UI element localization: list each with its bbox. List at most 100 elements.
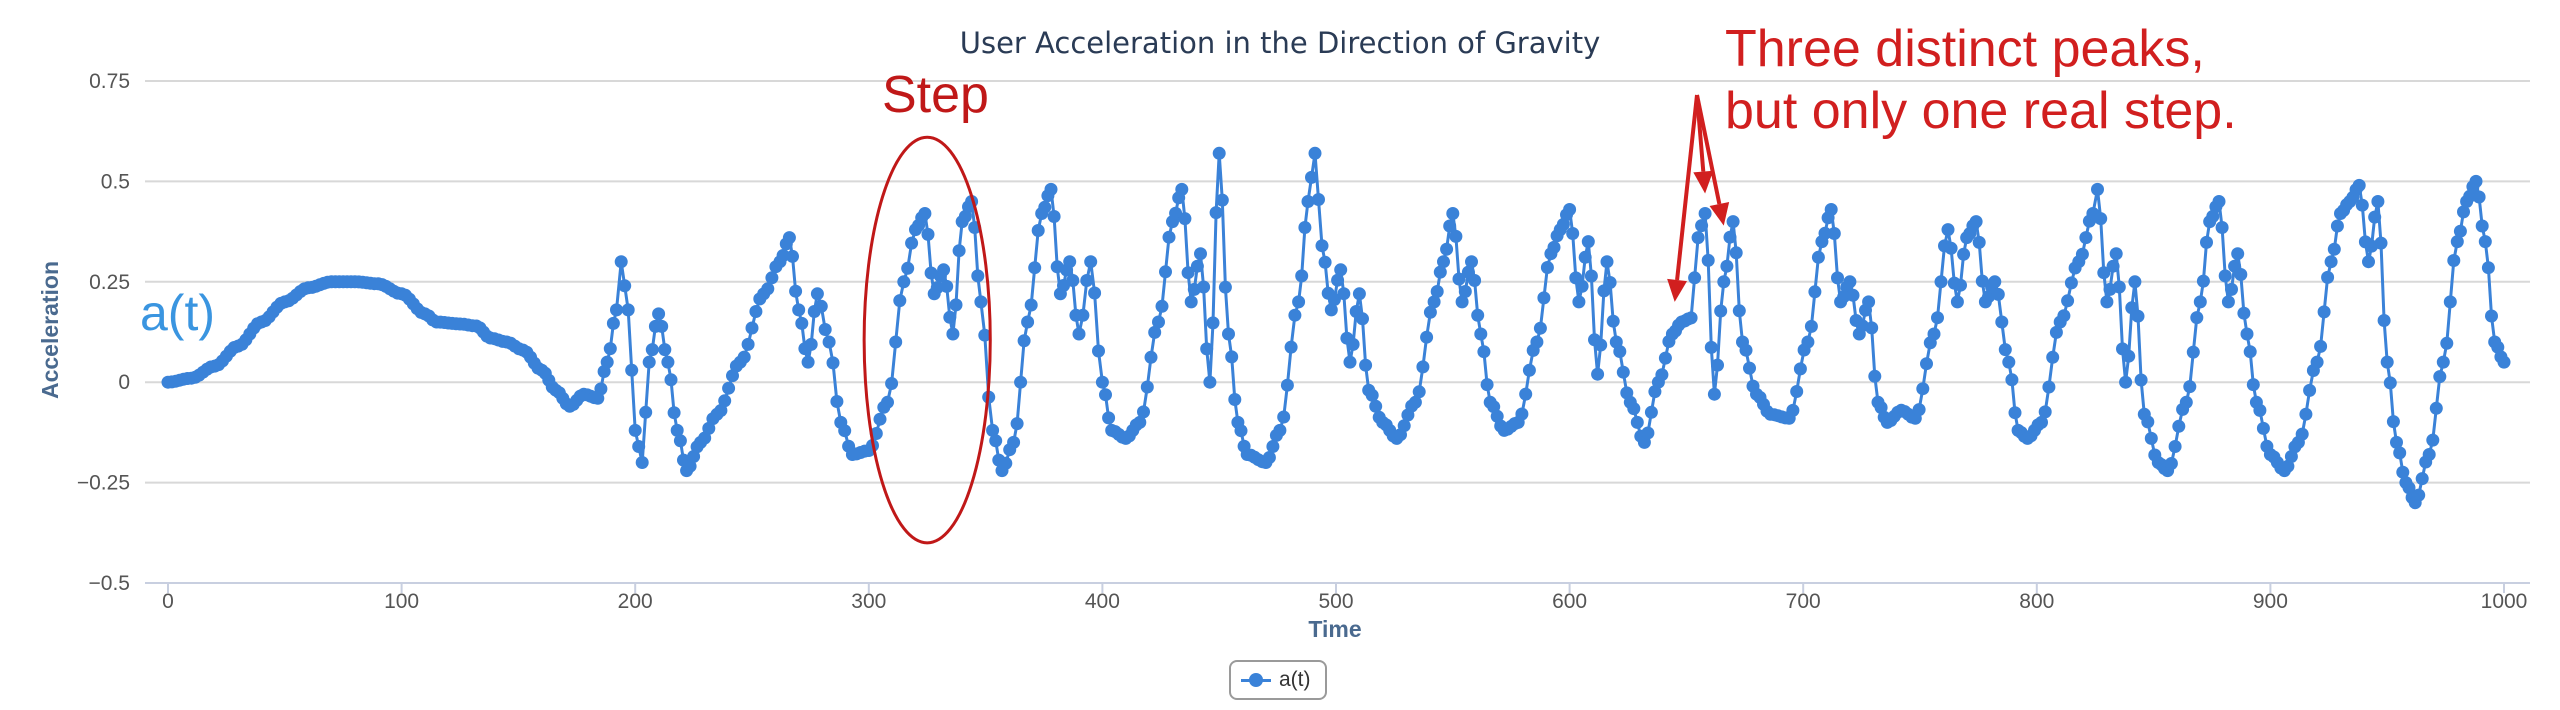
data-point [1266, 440, 1280, 453]
data-point [1397, 419, 1411, 433]
data-point [1416, 360, 1430, 374]
data-point [1162, 230, 1176, 244]
data-point [2046, 350, 2060, 364]
data-point [893, 294, 907, 308]
data-point [952, 244, 966, 258]
data-point [1547, 240, 1561, 254]
legend-symbol [1241, 672, 1271, 687]
data-point [792, 303, 806, 317]
data-point [2141, 415, 2155, 429]
data-point [2317, 305, 2331, 319]
data-point [1927, 327, 1941, 341]
data-point [2412, 488, 2426, 502]
data-point [2352, 178, 2366, 192]
data-point [2481, 261, 2495, 275]
data-point [1076, 308, 1090, 322]
y-tick-label: 0 [118, 371, 130, 394]
data-point [1408, 395, 1422, 409]
data-point [1714, 304, 1728, 318]
data-point [2368, 210, 2382, 224]
data-point [818, 323, 832, 336]
data-point [2386, 415, 2400, 429]
data-point [1732, 304, 1746, 318]
data-point [1218, 280, 1232, 294]
x-tick-label: 300 [851, 590, 886, 613]
data-point [1865, 321, 1879, 335]
data-point [2396, 465, 2410, 479]
data-point [1537, 291, 1551, 305]
data-point [2091, 182, 2104, 196]
data-point [2186, 345, 2200, 359]
x-tick-label: 200 [618, 590, 653, 613]
data-point [1038, 200, 1052, 214]
data-point [2168, 440, 2182, 453]
data-point [2100, 295, 2114, 309]
data-point [2426, 433, 2440, 447]
data-point [1698, 207, 1712, 220]
data-point [1197, 280, 1211, 294]
data-point [822, 335, 836, 349]
data-point [918, 207, 932, 220]
data-point [1720, 259, 1734, 273]
data-point [1793, 362, 1807, 376]
legend[interactable]: a(t) [1229, 660, 1327, 700]
data-point [786, 249, 799, 263]
data-point [2094, 212, 2108, 226]
peak-arrows [1667, 94, 1730, 302]
data-point [594, 382, 608, 396]
data-point [1315, 239, 1329, 253]
data-point [2377, 314, 2391, 327]
data-point [1427, 295, 1441, 309]
data-point [1471, 308, 1485, 322]
data-point [603, 342, 617, 356]
peak-arrow-head [1693, 170, 1714, 194]
data-point [1007, 435, 1021, 449]
data-point [1203, 375, 1217, 389]
data-point [1831, 271, 1844, 285]
data-point [830, 395, 844, 408]
data-point [1284, 340, 1298, 354]
data-point [776, 249, 790, 262]
data-point [2196, 274, 2210, 288]
data-point [1790, 385, 1804, 398]
data-point [1808, 285, 1822, 299]
data-point [804, 337, 818, 351]
data-point [632, 440, 646, 453]
data-point [2005, 373, 2019, 387]
data-point [2393, 446, 2407, 460]
data-point [2390, 435, 2403, 449]
data-point [1827, 227, 1841, 240]
peak-arrow-head [1667, 278, 1688, 302]
data-point [1088, 286, 1102, 300]
data-point [614, 255, 628, 269]
peak-arrow-line [1675, 94, 1699, 281]
data-point [1301, 195, 1315, 208]
data-point [999, 456, 1013, 470]
data-point [2064, 276, 2078, 290]
data-point [2355, 198, 2369, 212]
data-point [782, 231, 796, 245]
data-point [1934, 275, 1948, 289]
data-point [628, 423, 642, 437]
legend-label: a(t) [1279, 668, 1311, 691]
data-point [2061, 294, 2075, 308]
data-point [1717, 275, 1731, 289]
data-point [1066, 274, 1080, 287]
data-point [873, 412, 887, 426]
data-point [2190, 311, 2204, 325]
data-point [2243, 345, 2257, 359]
data-point [664, 373, 678, 387]
data-point [2436, 355, 2450, 369]
data-point [1458, 285, 1472, 298]
data-point [810, 287, 824, 301]
data-point [2321, 270, 2335, 284]
data-point [2472, 190, 2486, 204]
data-point [1423, 305, 1437, 319]
data-point [1298, 221, 1312, 234]
step-ellipse [862, 135, 992, 545]
data-point [1950, 295, 1964, 309]
data-point [2237, 306, 2251, 320]
data-point [1843, 275, 1857, 289]
data-point [2415, 472, 2429, 486]
data-point [1443, 219, 1457, 233]
